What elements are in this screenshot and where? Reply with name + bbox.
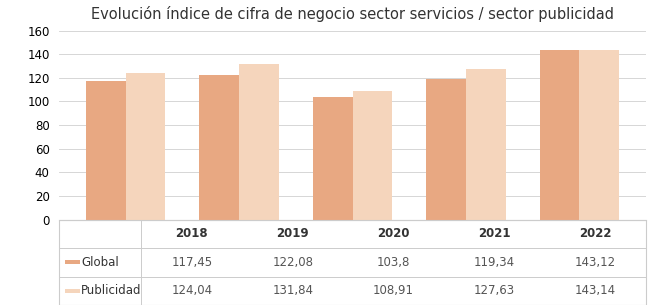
- Bar: [86, 81, 126, 220]
- Bar: [200, 75, 239, 220]
- Text: 143,12: 143,12: [575, 256, 616, 269]
- Text: 143,14: 143,14: [575, 284, 616, 297]
- Text: 2019: 2019: [276, 228, 309, 240]
- Text: 103,8: 103,8: [377, 256, 411, 269]
- Text: 108,91: 108,91: [373, 284, 414, 297]
- Title: Evolución índice de cifra de negocio sector servicios / sector publicidad: Evolución índice de cifra de negocio sec…: [91, 6, 614, 22]
- Text: 124,04: 124,04: [171, 284, 212, 297]
- Text: 2021: 2021: [478, 228, 511, 240]
- Bar: [579, 50, 619, 220]
- Bar: [466, 69, 505, 220]
- Text: 127,63: 127,63: [474, 284, 515, 297]
- Text: 2018: 2018: [175, 228, 208, 240]
- Text: Publicidad: Publicidad: [81, 284, 142, 297]
- Bar: [540, 50, 579, 220]
- Bar: [426, 79, 466, 220]
- Text: 119,34: 119,34: [474, 256, 515, 269]
- Bar: [313, 97, 353, 220]
- Bar: [353, 91, 392, 220]
- Bar: [126, 73, 165, 220]
- Text: 122,08: 122,08: [272, 256, 313, 269]
- Text: 117,45: 117,45: [171, 256, 212, 269]
- Text: 2020: 2020: [378, 228, 410, 240]
- Text: Global: Global: [81, 256, 119, 269]
- Text: 131,84: 131,84: [272, 284, 313, 297]
- Bar: [65, 260, 80, 264]
- Bar: [65, 289, 80, 293]
- Text: 2022: 2022: [579, 228, 612, 240]
- Bar: [239, 64, 279, 220]
